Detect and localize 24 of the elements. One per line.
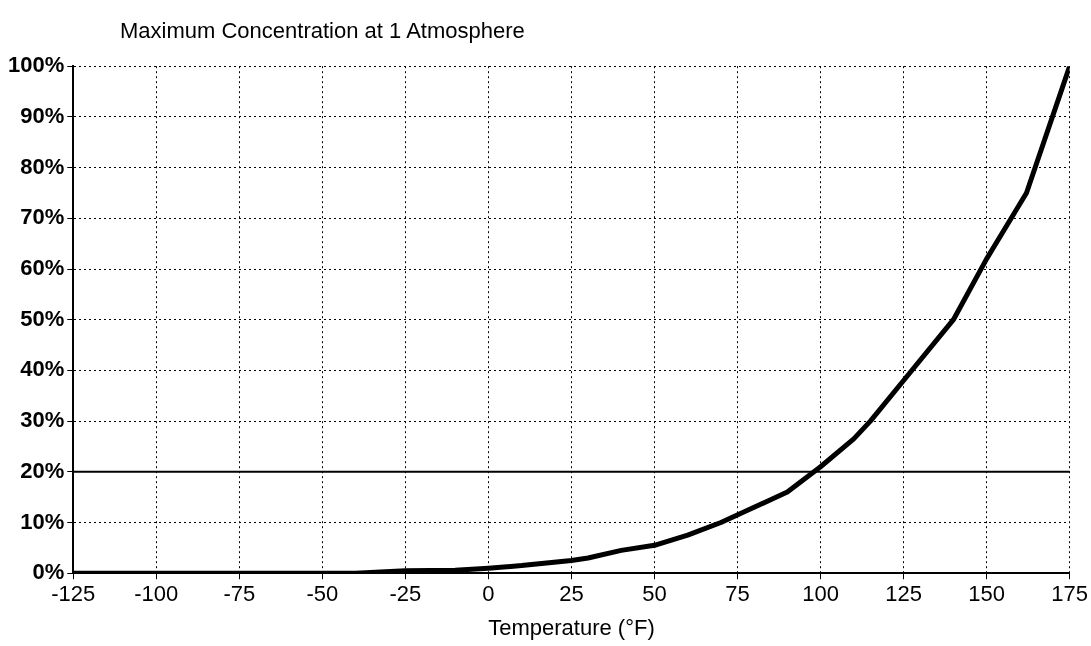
x-tick-label: 100 [802, 581, 839, 607]
y-tick-label: 100% [7, 52, 65, 78]
y-tick-label: 50% [20, 305, 65, 331]
x-tick-label: 50 [642, 581, 667, 607]
chart-title: Maximum Concentration at 1 Atmosphere [120, 18, 525, 44]
y-tick-label: 60% [20, 255, 65, 281]
x-tick-label: -100 [134, 581, 179, 607]
x-axis-title: Temperature (°F) [488, 614, 655, 640]
y-tick-label: 20% [20, 457, 65, 483]
x-tick-label: -25 [389, 581, 422, 607]
y-tick-label: 70% [20, 204, 65, 230]
y-tick-label: 30% [20, 407, 65, 433]
x-tick-label: 125 [885, 581, 922, 607]
x-tick-label: 75 [725, 581, 750, 607]
x-tick-label: 25 [559, 581, 584, 607]
x-tick-label: 0 [482, 581, 495, 607]
y-tick-label: 40% [20, 356, 65, 382]
y-tick-label: 80% [20, 153, 65, 179]
y-tick-label: 90% [20, 102, 65, 128]
y-tick-label: 10% [20, 508, 65, 534]
x-tick-label: 150 [968, 581, 1005, 607]
x-tick-label: -50 [306, 581, 339, 607]
x-tick-label: -75 [223, 581, 256, 607]
x-tick-label: 175 [1051, 581, 1089, 607]
